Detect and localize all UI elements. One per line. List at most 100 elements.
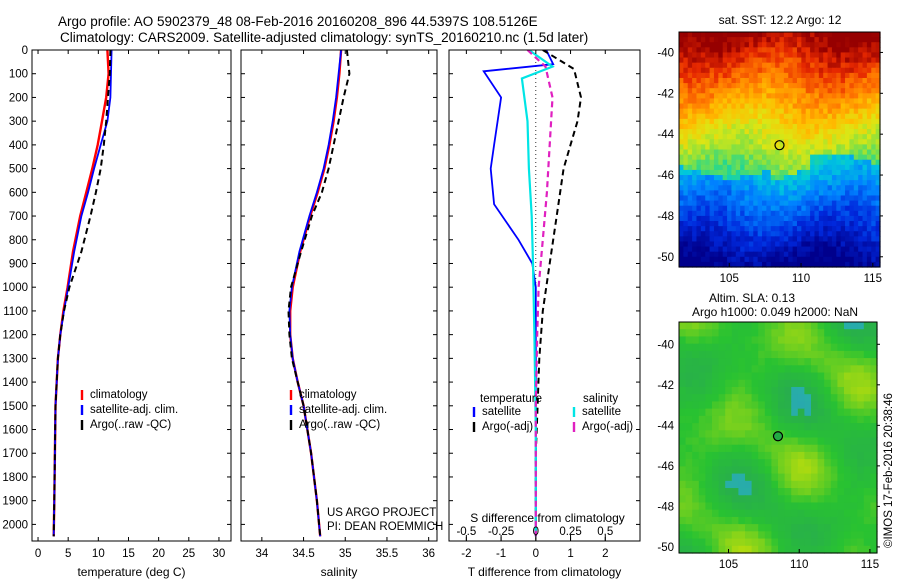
map-cell xyxy=(779,154,785,161)
map-cell xyxy=(762,144,767,151)
map-cell xyxy=(801,169,807,176)
y-tick-label: 400 xyxy=(9,140,28,152)
map-cell xyxy=(779,42,785,48)
map-cell xyxy=(844,437,852,446)
map-cell xyxy=(858,251,864,258)
map-cell xyxy=(679,531,687,540)
map-cell xyxy=(836,149,842,156)
map-cell xyxy=(713,108,719,115)
series-line-3 xyxy=(520,50,555,537)
map-cell xyxy=(823,231,829,237)
map-cell xyxy=(871,251,877,258)
map-cell xyxy=(692,261,698,268)
map-cell xyxy=(775,246,781,253)
map-cell xyxy=(751,545,759,554)
map-cell xyxy=(766,159,772,166)
map-cell xyxy=(740,139,746,145)
map-cell xyxy=(705,210,711,217)
map-cell xyxy=(836,226,842,232)
map-cell xyxy=(722,215,728,222)
map-cell xyxy=(849,139,855,145)
x-tick-label: 10 xyxy=(92,548,105,560)
map-cell xyxy=(862,221,868,227)
map-cell xyxy=(770,205,776,212)
map-cell xyxy=(818,123,824,130)
map-cell xyxy=(700,215,706,222)
map-cell xyxy=(735,103,741,110)
map-cell xyxy=(731,430,739,439)
map-cell xyxy=(845,215,851,222)
map-cell xyxy=(709,195,715,202)
map-cell xyxy=(705,343,713,352)
map-cell xyxy=(818,62,824,69)
map-cell xyxy=(713,215,719,222)
map-cell xyxy=(713,251,719,258)
map-cell xyxy=(845,164,851,171)
map-cell xyxy=(744,169,750,176)
map-cell xyxy=(679,509,687,518)
map-cell xyxy=(696,246,702,253)
map-cell xyxy=(744,175,750,181)
map-cell xyxy=(679,215,684,222)
map-cell xyxy=(837,343,845,352)
map-cell xyxy=(818,149,824,156)
map-cell xyxy=(849,129,855,135)
map-cell xyxy=(727,231,733,237)
map-cell xyxy=(738,516,746,525)
map-cell xyxy=(784,336,792,345)
map-cell xyxy=(687,185,693,191)
map-cell xyxy=(814,57,820,64)
map-cell xyxy=(801,236,807,243)
map-cell xyxy=(687,246,693,253)
map-cell xyxy=(870,415,878,424)
map-cell xyxy=(731,251,737,258)
map-cell xyxy=(836,118,842,125)
map-cell xyxy=(850,538,858,547)
map-cell xyxy=(748,93,754,100)
map-cell xyxy=(712,531,720,540)
map-cell xyxy=(827,88,833,94)
map-cell xyxy=(823,118,829,125)
map-cell xyxy=(866,226,872,232)
map-cell xyxy=(875,108,881,115)
map-cell xyxy=(779,164,785,171)
map-cell xyxy=(718,329,726,338)
map-cell xyxy=(870,473,878,482)
map-cell xyxy=(796,149,802,156)
map-cell xyxy=(840,175,846,181)
map-cell xyxy=(779,159,785,166)
map-cell xyxy=(850,444,858,453)
map-cell xyxy=(814,98,820,105)
map-cell xyxy=(744,200,750,207)
map-cell xyxy=(731,261,737,268)
map-cell xyxy=(683,42,689,48)
map-cell xyxy=(762,215,767,222)
map-cell xyxy=(827,246,833,253)
map-cell xyxy=(679,67,684,74)
map-cell xyxy=(770,123,776,130)
map-cell xyxy=(783,108,789,115)
map-cell xyxy=(735,42,741,48)
map-cell xyxy=(744,241,750,248)
map-cell xyxy=(866,103,872,110)
map-cell xyxy=(705,231,711,237)
map-cell xyxy=(705,144,711,151)
map-cell xyxy=(751,358,759,366)
map-cell xyxy=(740,236,746,243)
map-cell xyxy=(722,57,728,64)
map-cell xyxy=(796,123,802,130)
map-cell xyxy=(862,62,868,69)
map-cell xyxy=(738,531,746,540)
map-cell xyxy=(709,251,715,258)
map-cell xyxy=(831,164,837,171)
map-cell xyxy=(727,149,733,156)
map-cell xyxy=(712,379,720,388)
x-tick-label: 34.5 xyxy=(292,548,314,560)
map-cell xyxy=(753,154,759,161)
map-cell xyxy=(818,72,824,79)
map-cell xyxy=(744,164,750,171)
map-cell xyxy=(740,83,746,89)
map-cell xyxy=(679,190,684,197)
map-cell xyxy=(705,118,711,125)
map-cell xyxy=(748,123,754,130)
